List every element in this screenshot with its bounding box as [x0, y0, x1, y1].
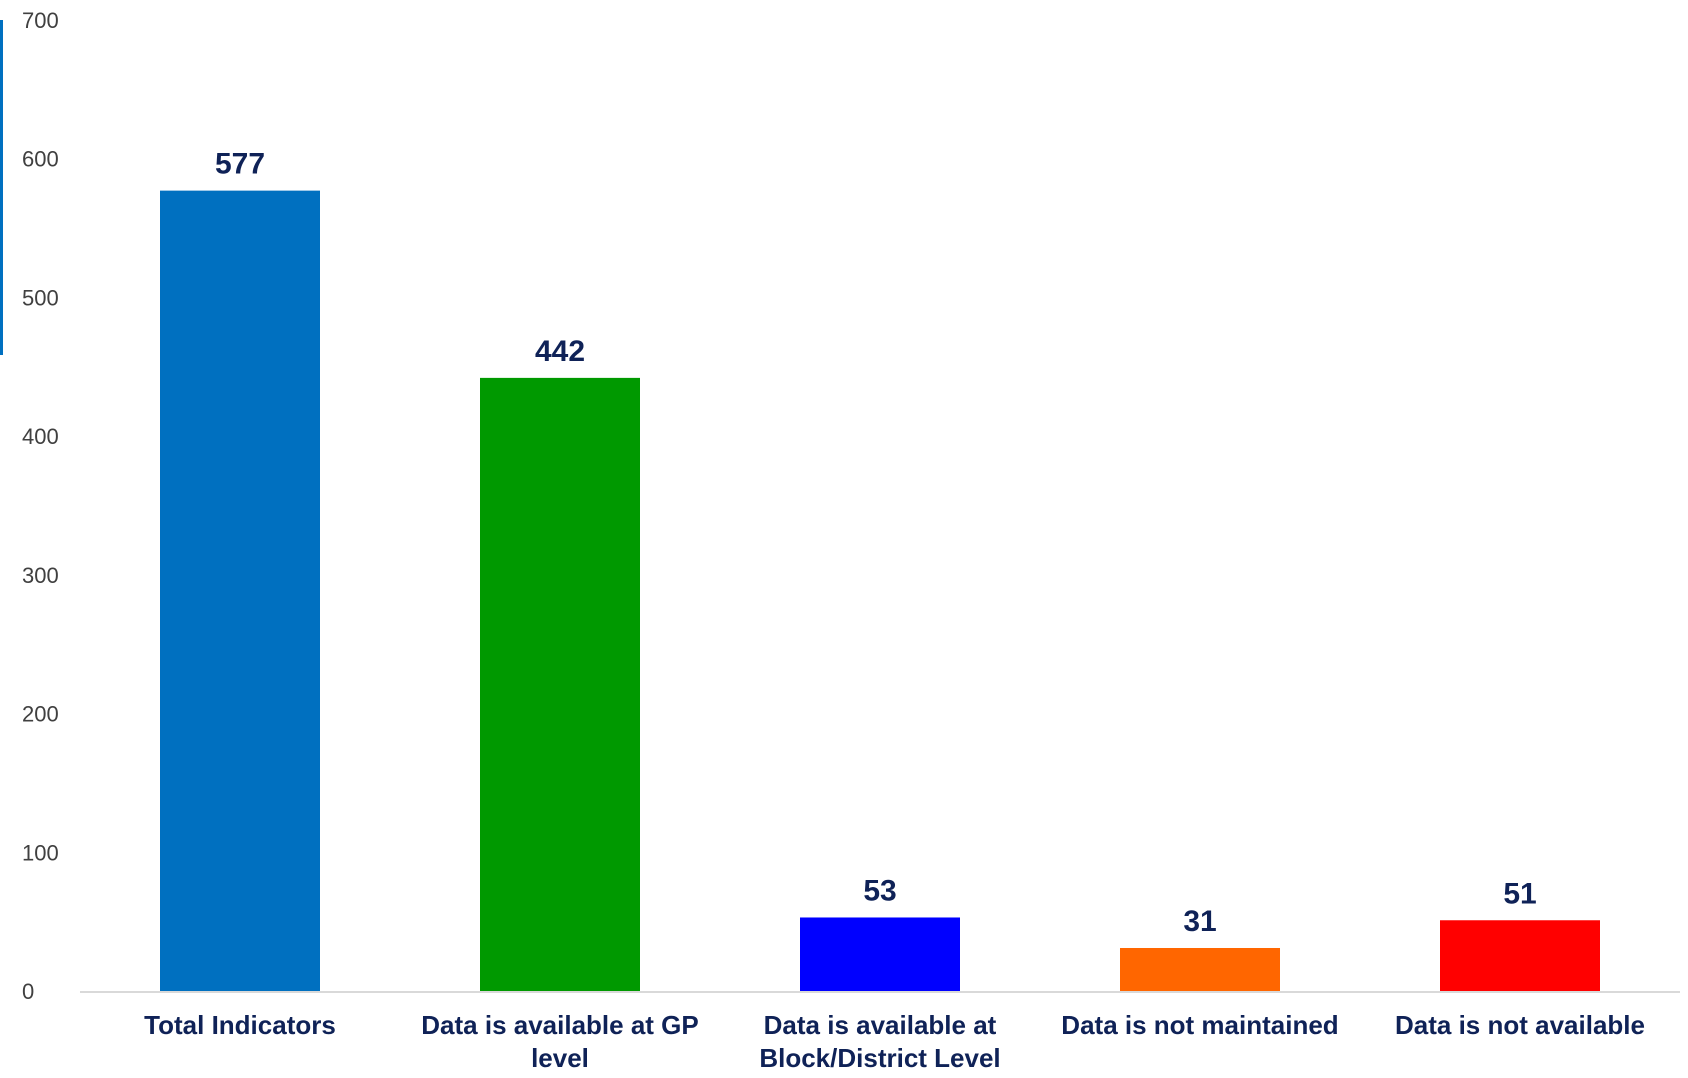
category-label-line: level [531, 1043, 589, 1073]
y-tick-label: 400 [22, 424, 59, 449]
left-accent-bar [0, 20, 3, 355]
y-tick-label: 300 [22, 563, 59, 588]
category-label-line: Data is not available [1395, 1010, 1645, 1040]
y-tick-label: 0 [22, 979, 34, 1004]
y-axis: 0 100 200 300 400 500 600 700 [22, 8, 59, 1004]
value-label: 51 [1503, 877, 1536, 910]
value-label: 31 [1183, 905, 1216, 938]
category-label: Data is not maintained [1061, 1010, 1338, 1040]
category-label-line: Data is available at GP [421, 1010, 698, 1040]
category-label-line: Data is not maintained [1061, 1010, 1338, 1040]
bar [480, 377, 640, 992]
y-tick-label: 200 [22, 702, 59, 727]
category-label-line: Total Indicators [144, 1010, 336, 1040]
bar [160, 190, 320, 991]
category-label: Data is not available [1395, 1010, 1645, 1040]
x-axis: Total Indicators Data is available at GP l… [80, 991, 1680, 1073]
category-label: Data is available at Block/District Level [759, 1010, 1000, 1073]
category-label: Data is available at GP level [421, 1010, 698, 1073]
bar [1120, 947, 1280, 991]
value-label: 53 [863, 874, 896, 907]
value-label: 442 [535, 335, 585, 368]
category-label: Total Indicators [144, 1010, 336, 1040]
bar [800, 917, 960, 991]
y-tick-label: 700 [22, 8, 59, 33]
y-tick-label: 100 [22, 840, 59, 865]
value-label: 577 [215, 148, 265, 181]
bars [160, 190, 1600, 992]
value-labels: 577 442 53 31 51 [215, 148, 1537, 938]
bar [1440, 920, 1600, 991]
y-tick-label: 600 [22, 147, 59, 172]
category-label-line: Block/District Level [759, 1043, 1000, 1073]
category-label-line: Data is available at [764, 1010, 997, 1040]
y-tick-label: 500 [22, 285, 59, 310]
